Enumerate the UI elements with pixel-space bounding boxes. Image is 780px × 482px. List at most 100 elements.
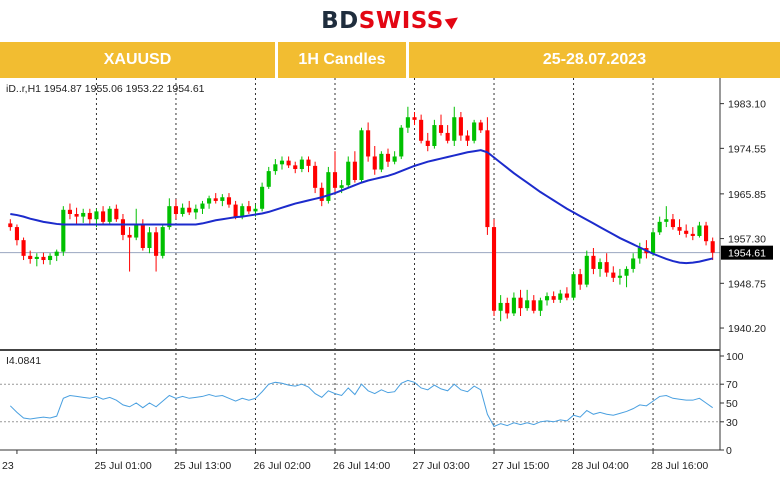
y-tick-label: 1983.10 (728, 99, 766, 111)
candle (313, 161, 318, 194)
candle (21, 237, 26, 261)
candle (359, 127, 364, 183)
candle (664, 206, 669, 228)
candle (525, 289, 530, 311)
candle (584, 250, 589, 288)
candle (551, 291, 556, 303)
candle (690, 227, 695, 241)
candle (74, 207, 79, 225)
candle (419, 114, 424, 144)
candle (472, 119, 477, 144)
y-tick-label: 1948.75 (728, 278, 766, 290)
candle (372, 146, 377, 175)
candle (538, 297, 543, 316)
candle (120, 214, 126, 241)
candle (200, 200, 205, 214)
price-chart: iD..r,H1 1954.87 1955.06 1953.22 1954.61… (0, 78, 780, 478)
candle (114, 204, 119, 222)
x-tick-label: 28 Jul 04:00 (572, 460, 629, 472)
candle (299, 156, 304, 173)
candle (465, 130, 470, 146)
rsi-tick-label: 30 (726, 417, 738, 429)
candle (279, 156, 285, 170)
candle (624, 266, 629, 288)
candle (485, 117, 490, 235)
candle (558, 289, 563, 303)
candle (511, 292, 516, 316)
candle (591, 248, 596, 275)
moving-average-line (10, 149, 713, 265)
candle (650, 229, 656, 256)
rsi-tick-label: 70 (726, 379, 738, 391)
candle (392, 151, 397, 165)
candle (34, 253, 39, 267)
candle (187, 200, 192, 216)
candle (704, 221, 709, 246)
candle (352, 151, 357, 183)
candle (677, 219, 682, 235)
x-tick-label: 25 Jul 13:00 (174, 460, 231, 472)
timeframe-label: 1H Candles (278, 42, 406, 78)
brand-arrow-icon (444, 12, 462, 30)
candle (213, 193, 218, 204)
candle (445, 125, 450, 144)
candle (544, 292, 550, 306)
date-range-label: 25-28.07.2023 (409, 42, 780, 78)
candle (697, 221, 702, 238)
candle (193, 204, 198, 220)
candle (379, 151, 384, 173)
candle (425, 132, 430, 152)
candle (452, 106, 457, 146)
candle (611, 266, 616, 282)
candle (710, 237, 715, 261)
candle (498, 295, 503, 322)
x-tick-label: 25 Jul 01:00 (94, 460, 151, 472)
candle (54, 249, 59, 262)
candle (28, 250, 33, 264)
candle (107, 206, 112, 226)
x-tick-label: 26 Jul 14:00 (333, 460, 390, 472)
x-tick-label: 27 Jul 15:00 (492, 460, 549, 472)
candle (14, 224, 19, 246)
candle (432, 119, 437, 149)
candle (286, 156, 291, 168)
candle (61, 206, 66, 256)
candle (637, 242, 642, 264)
candle (326, 166, 331, 204)
candle (385, 148, 391, 167)
candle (306, 156, 311, 173)
candle (8, 219, 13, 231)
y-tick-label: 1974.55 (728, 143, 766, 155)
current-price-label: 1954.61 (728, 248, 766, 260)
candle (670, 214, 675, 230)
candle (273, 159, 278, 175)
candle (101, 206, 106, 225)
candle (491, 219, 497, 316)
candle (604, 253, 609, 277)
brand-name: BDSWISS (321, 8, 444, 34)
candle (399, 125, 404, 160)
rsi-line (9, 379, 713, 428)
candle (87, 208, 92, 225)
candle (226, 193, 232, 208)
rsi-tick-label: 0 (726, 445, 732, 457)
candle (684, 224, 689, 238)
x-tick-label: 23 (2, 460, 14, 472)
candle (173, 199, 179, 220)
candle (366, 122, 371, 162)
candle (81, 208, 86, 223)
candle (332, 151, 338, 194)
candle (631, 253, 636, 273)
candle (505, 297, 510, 319)
x-tick-label: 27 Jul 03:00 (413, 460, 470, 472)
candle (67, 203, 73, 220)
candle (657, 216, 662, 235)
candle (405, 106, 410, 133)
candle (154, 227, 159, 272)
candle (319, 182, 324, 207)
rsi-tick-label: 50 (726, 398, 738, 410)
x-tick-label: 26 Jul 02:00 (253, 460, 310, 472)
candle (266, 166, 271, 189)
candle (571, 271, 576, 301)
candle (260, 182, 265, 212)
